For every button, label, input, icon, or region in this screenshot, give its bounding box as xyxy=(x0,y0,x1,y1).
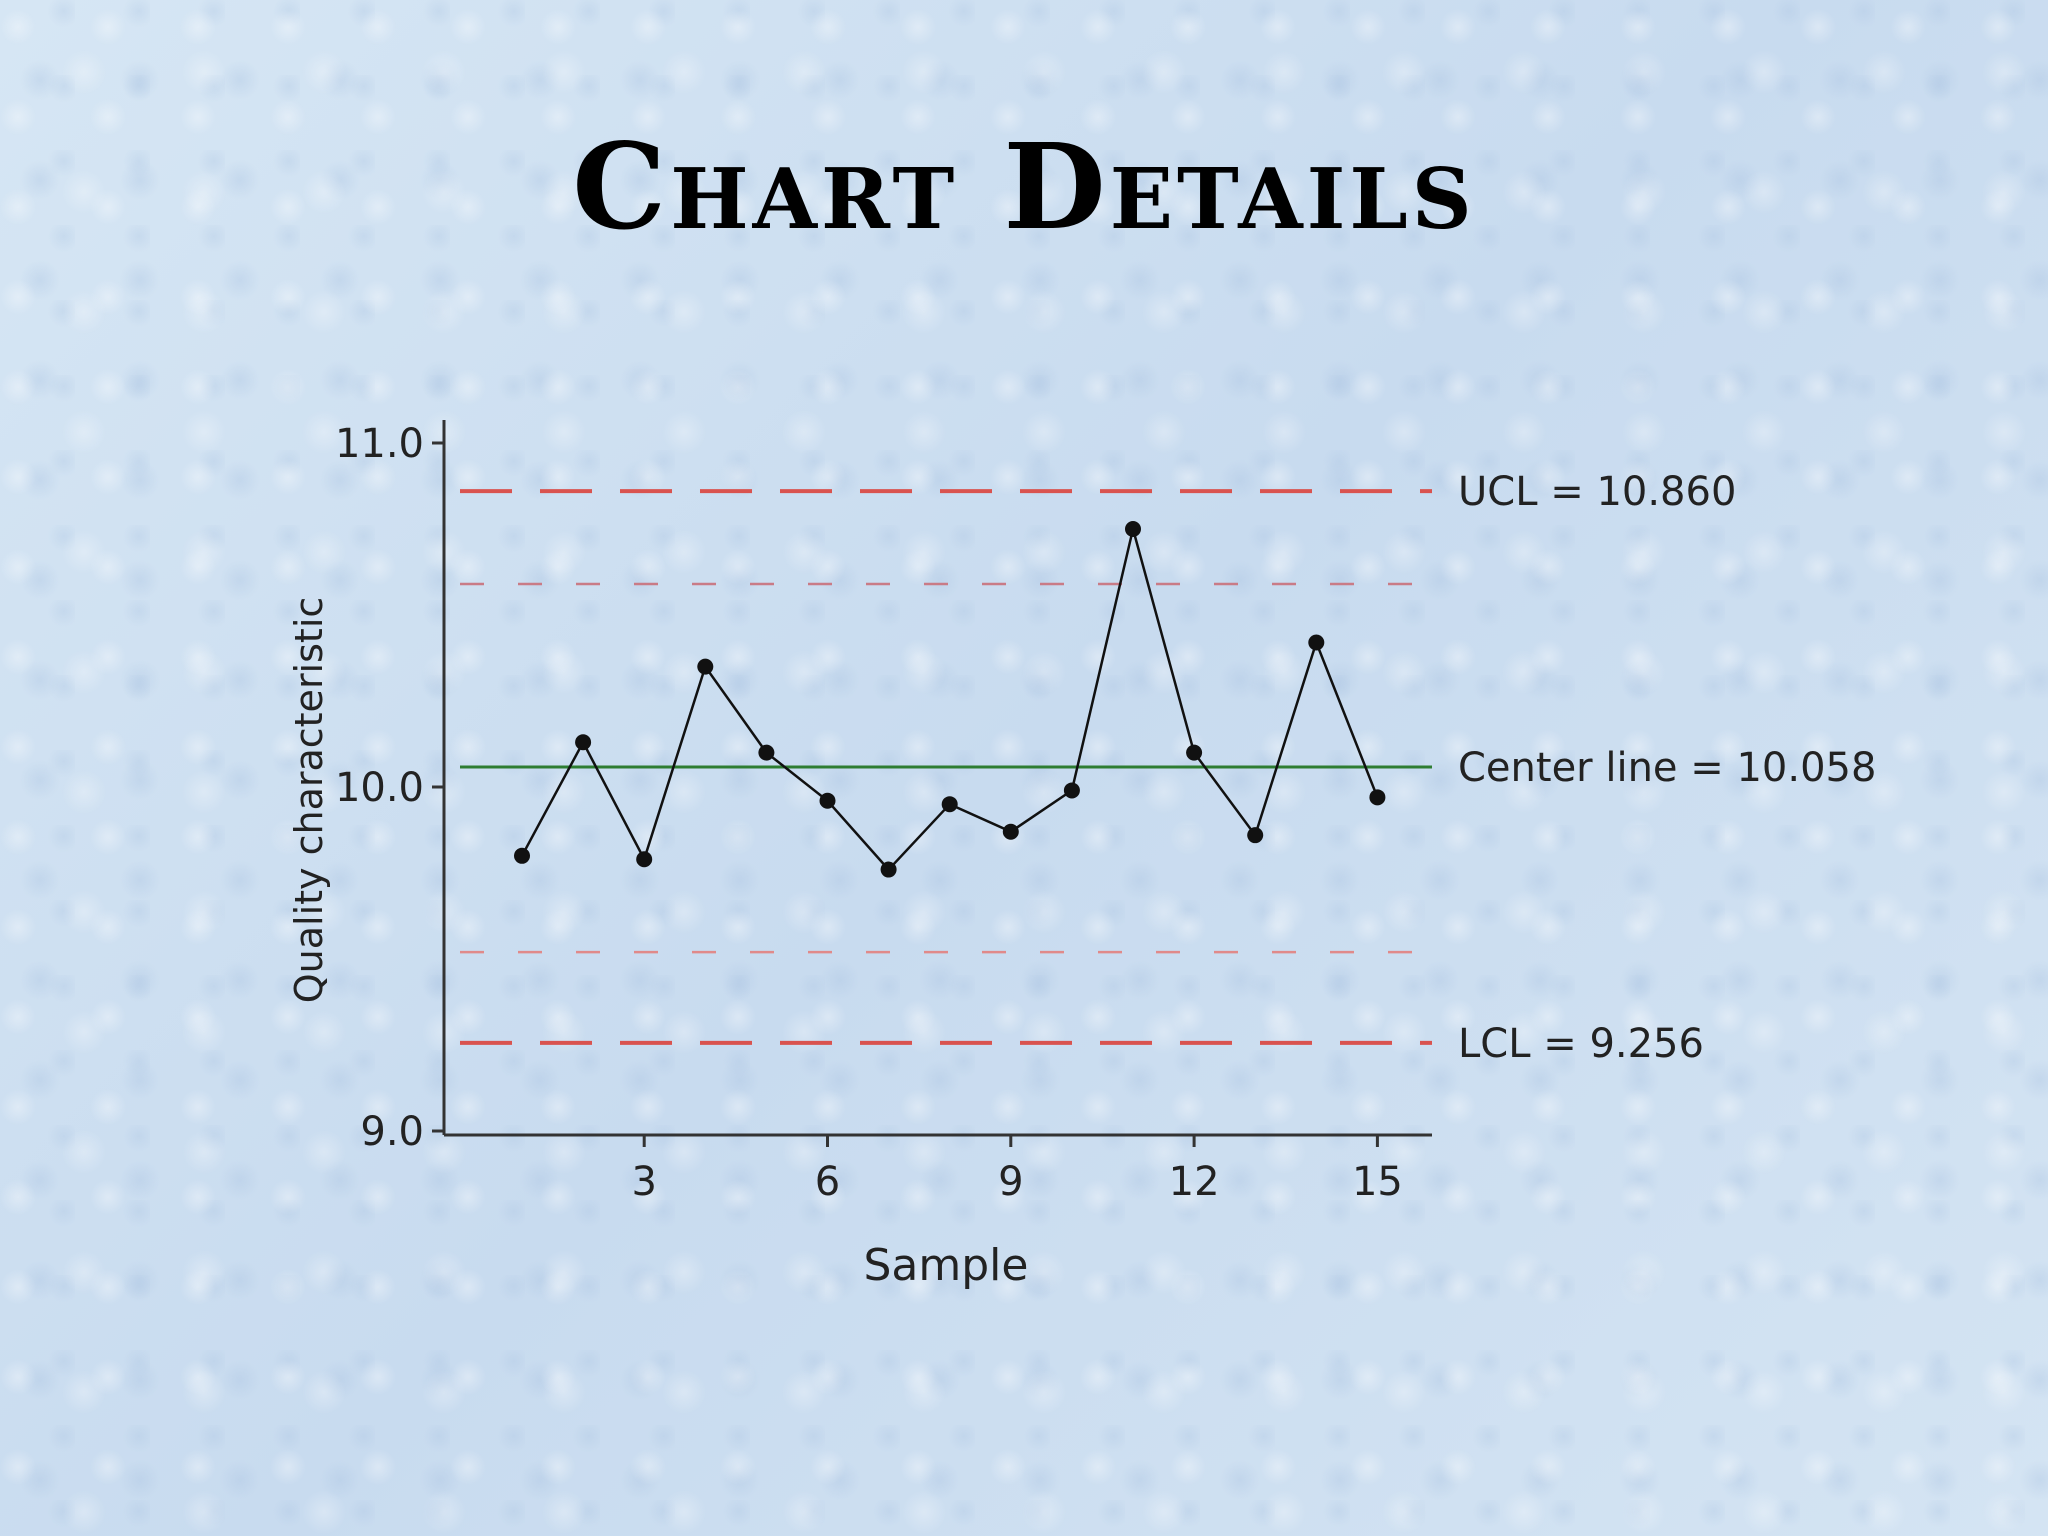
slide-title: Chart Details xyxy=(572,117,1476,256)
data-point xyxy=(1002,823,1019,840)
data-point xyxy=(575,734,592,751)
y-axis-label: Quality characteristic xyxy=(287,597,331,1004)
data-point xyxy=(1369,789,1386,806)
ticks: 9.0 10.0 11.0 3 6 9 12 15 xyxy=(335,421,1403,1205)
y-tick-label: 9.0 xyxy=(360,1109,424,1155)
data-point xyxy=(697,658,714,675)
data-point xyxy=(636,851,653,868)
data-point xyxy=(880,861,897,878)
series-line xyxy=(520,528,1379,872)
data-point xyxy=(1308,634,1325,651)
data-point xyxy=(758,744,775,761)
data-point xyxy=(514,847,530,864)
ref-label-lcl: LCL = 9.256 xyxy=(1458,1021,1704,1067)
x-tick-label: 15 xyxy=(1352,1159,1403,1205)
data-point xyxy=(819,792,836,809)
ref-label-center: Center line = 10.058 xyxy=(1458,745,1876,791)
axes xyxy=(442,420,1432,1137)
data-point xyxy=(1125,521,1141,537)
data-point xyxy=(941,796,958,813)
x-tick-label: 9 xyxy=(998,1159,1023,1205)
reference-lines: UCL = 10.860 Center line = 10.058 LCL = 9.… xyxy=(460,469,1876,1067)
x-tick-label: 3 xyxy=(631,1159,656,1205)
data-point xyxy=(1063,782,1080,799)
y-tick-label: 10.0 xyxy=(335,765,424,811)
ref-label-ucl: UCL = 10.860 xyxy=(1458,469,1736,515)
x-axis-label: Sample xyxy=(864,1240,1029,1291)
y-tick-label: 11.0 xyxy=(335,421,424,467)
data-point xyxy=(1186,744,1203,761)
x-tick-label: 12 xyxy=(1169,1159,1220,1205)
data-point xyxy=(1247,827,1264,844)
x-tick-label: 6 xyxy=(815,1159,840,1205)
series-quality xyxy=(514,521,1386,878)
